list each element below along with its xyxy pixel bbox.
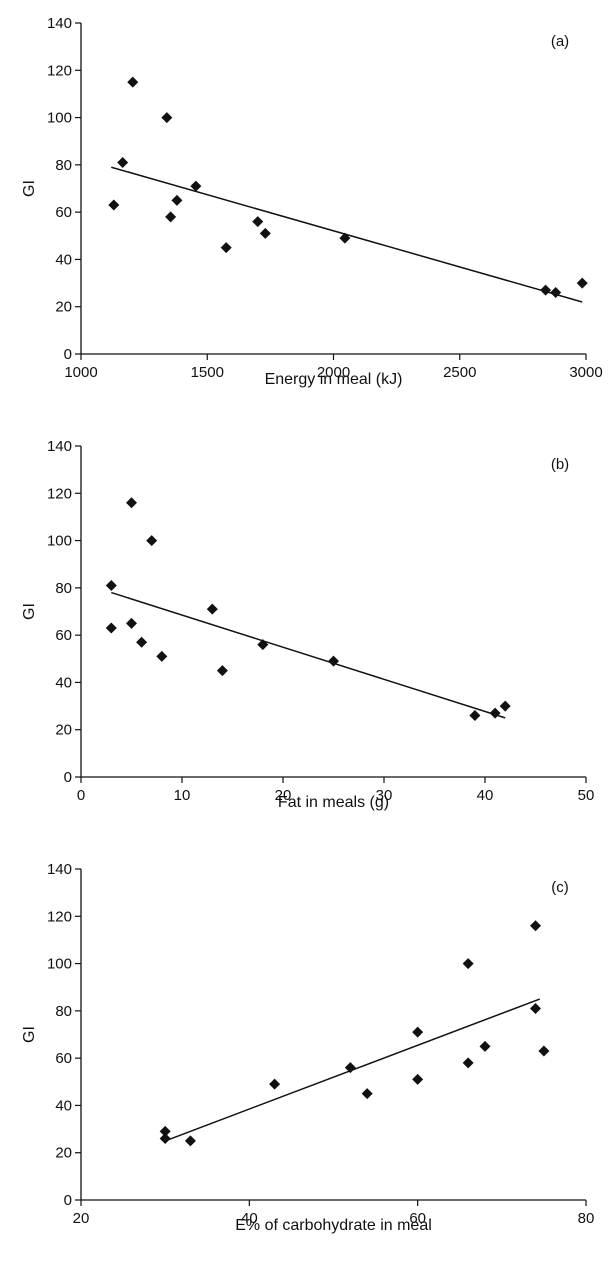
data-point — [499, 700, 511, 712]
y-tick-label: 20 — [55, 1145, 72, 1162]
data-point — [184, 1135, 196, 1147]
data-point — [117, 156, 129, 168]
y-axis-title: GI — [21, 1026, 38, 1043]
y-tick-label: 60 — [55, 204, 72, 221]
y-tick-label: 60 — [55, 627, 72, 644]
y-tick-label: 0 — [64, 1192, 72, 1209]
y-tick-label: 80 — [55, 157, 72, 174]
data-point — [136, 636, 148, 648]
y-tick-label: 40 — [55, 1097, 72, 1114]
data-point — [257, 639, 269, 651]
data-point — [361, 1088, 373, 1100]
data-point — [328, 655, 339, 667]
data-point — [540, 284, 552, 296]
data-point — [576, 277, 588, 289]
data-point — [469, 710, 481, 722]
x-tick-label: 0 — [77, 787, 85, 804]
x-tick-label: 2500 — [443, 364, 476, 381]
data-point — [259, 227, 271, 239]
y-tick-label: 120 — [47, 62, 72, 79]
x-axis-title: Energy in meal (kJ) — [265, 371, 403, 388]
x-tick-label: 30 — [376, 787, 393, 804]
data-point — [206, 603, 218, 615]
x-tick-label: 60 — [409, 1210, 426, 1227]
data-point — [530, 1002, 541, 1014]
y-axis-title: GI — [21, 603, 38, 620]
data-point — [462, 1057, 474, 1069]
data-point — [479, 1040, 491, 1052]
x-tick-label: 20 — [275, 787, 292, 804]
panel-label: (b) — [551, 456, 569, 473]
panel-b: 0 20 40 60 80 100 120 140 0 10 20 30 40 50 Fat in meal… — [0, 423, 616, 846]
x-axis-title: Fat in meals (g) — [278, 794, 389, 811]
data-point — [159, 1125, 171, 1137]
y-tick-label: 40 — [55, 674, 72, 691]
y-tick-label: 20 — [55, 722, 72, 739]
data-point — [220, 242, 232, 254]
data-point — [126, 497, 137, 509]
data-point — [339, 232, 351, 244]
x-tick-label: 40 — [241, 1210, 258, 1227]
y-tick-label: 140 — [47, 15, 72, 32]
data-point — [489, 707, 501, 719]
data-point — [159, 1133, 171, 1145]
data-point — [190, 180, 202, 192]
panel-label: (a) — [551, 33, 569, 50]
data-point — [146, 535, 158, 547]
data-point — [216, 665, 228, 677]
y-tick-label: 0 — [64, 769, 72, 786]
data-point — [462, 958, 474, 970]
y-tick-label: 100 — [47, 110, 72, 127]
x-tick-label: 10 — [174, 787, 191, 804]
x-tick-label: 80 — [578, 1210, 595, 1227]
y-tick-label: 120 — [47, 485, 72, 502]
y-tick-label: 100 — [47, 533, 72, 550]
data-point — [538, 1045, 550, 1057]
y-tick-label: 120 — [47, 908, 72, 925]
y-tick-label: 100 — [47, 956, 72, 973]
y-tick-label: 40 — [55, 251, 72, 268]
data-point — [412, 1026, 424, 1038]
data-point — [156, 650, 168, 662]
data-point — [108, 199, 120, 211]
data-point — [269, 1078, 281, 1090]
y-tick-label: 140 — [47, 438, 72, 455]
y-axis-title: GI — [21, 180, 38, 197]
data-point — [412, 1073, 424, 1085]
x-tick-label: 40 — [477, 787, 494, 804]
x-tick-label: 3000 — [569, 364, 602, 381]
data-point — [252, 216, 264, 228]
y-tick-label: 60 — [55, 1050, 72, 1067]
data-point — [530, 920, 541, 932]
x-tick-label: 20 — [73, 1210, 90, 1227]
x-tick-label: 50 — [578, 787, 595, 804]
data-point — [161, 112, 173, 124]
panel-a-svg: 0 20 40 60 80 100 120 140 1000 1500 2000 2500 3000 En… — [21, 15, 603, 388]
panel-label: (c) — [551, 879, 569, 896]
y-tick-label: 80 — [55, 1003, 72, 1020]
data-point — [127, 76, 139, 88]
panel-c: 0 20 40 60 80 100 120 140 20 40 60 80 E% of carbohyd… — [0, 846, 616, 1269]
data-point — [344, 1062, 356, 1074]
data-point — [126, 617, 137, 629]
y-tick-label: 0 — [64, 346, 72, 363]
y-tick-label: 20 — [55, 299, 72, 316]
x-tick-label: 1000 — [64, 364, 97, 381]
y-tick-label: 80 — [55, 580, 72, 597]
data-point — [171, 194, 183, 206]
trend-line — [111, 591, 506, 719]
data-point — [550, 287, 562, 299]
panel-b-svg: 0 20 40 60 80 100 120 140 0 10 20 30 40 50 Fat in meal… — [21, 438, 595, 811]
data-point — [105, 579, 117, 591]
data-point — [165, 211, 177, 223]
y-tick-label: 140 — [47, 861, 72, 878]
x-axis-title: E% of carbohydrate in meal — [235, 1217, 432, 1234]
x-tick-label: 1500 — [191, 364, 224, 381]
data-point — [105, 622, 117, 634]
x-tick-label: 2000 — [317, 364, 350, 381]
panel-a: 0 20 40 60 80 100 120 140 1000 1500 2000 2500 3000 En… — [0, 0, 616, 423]
